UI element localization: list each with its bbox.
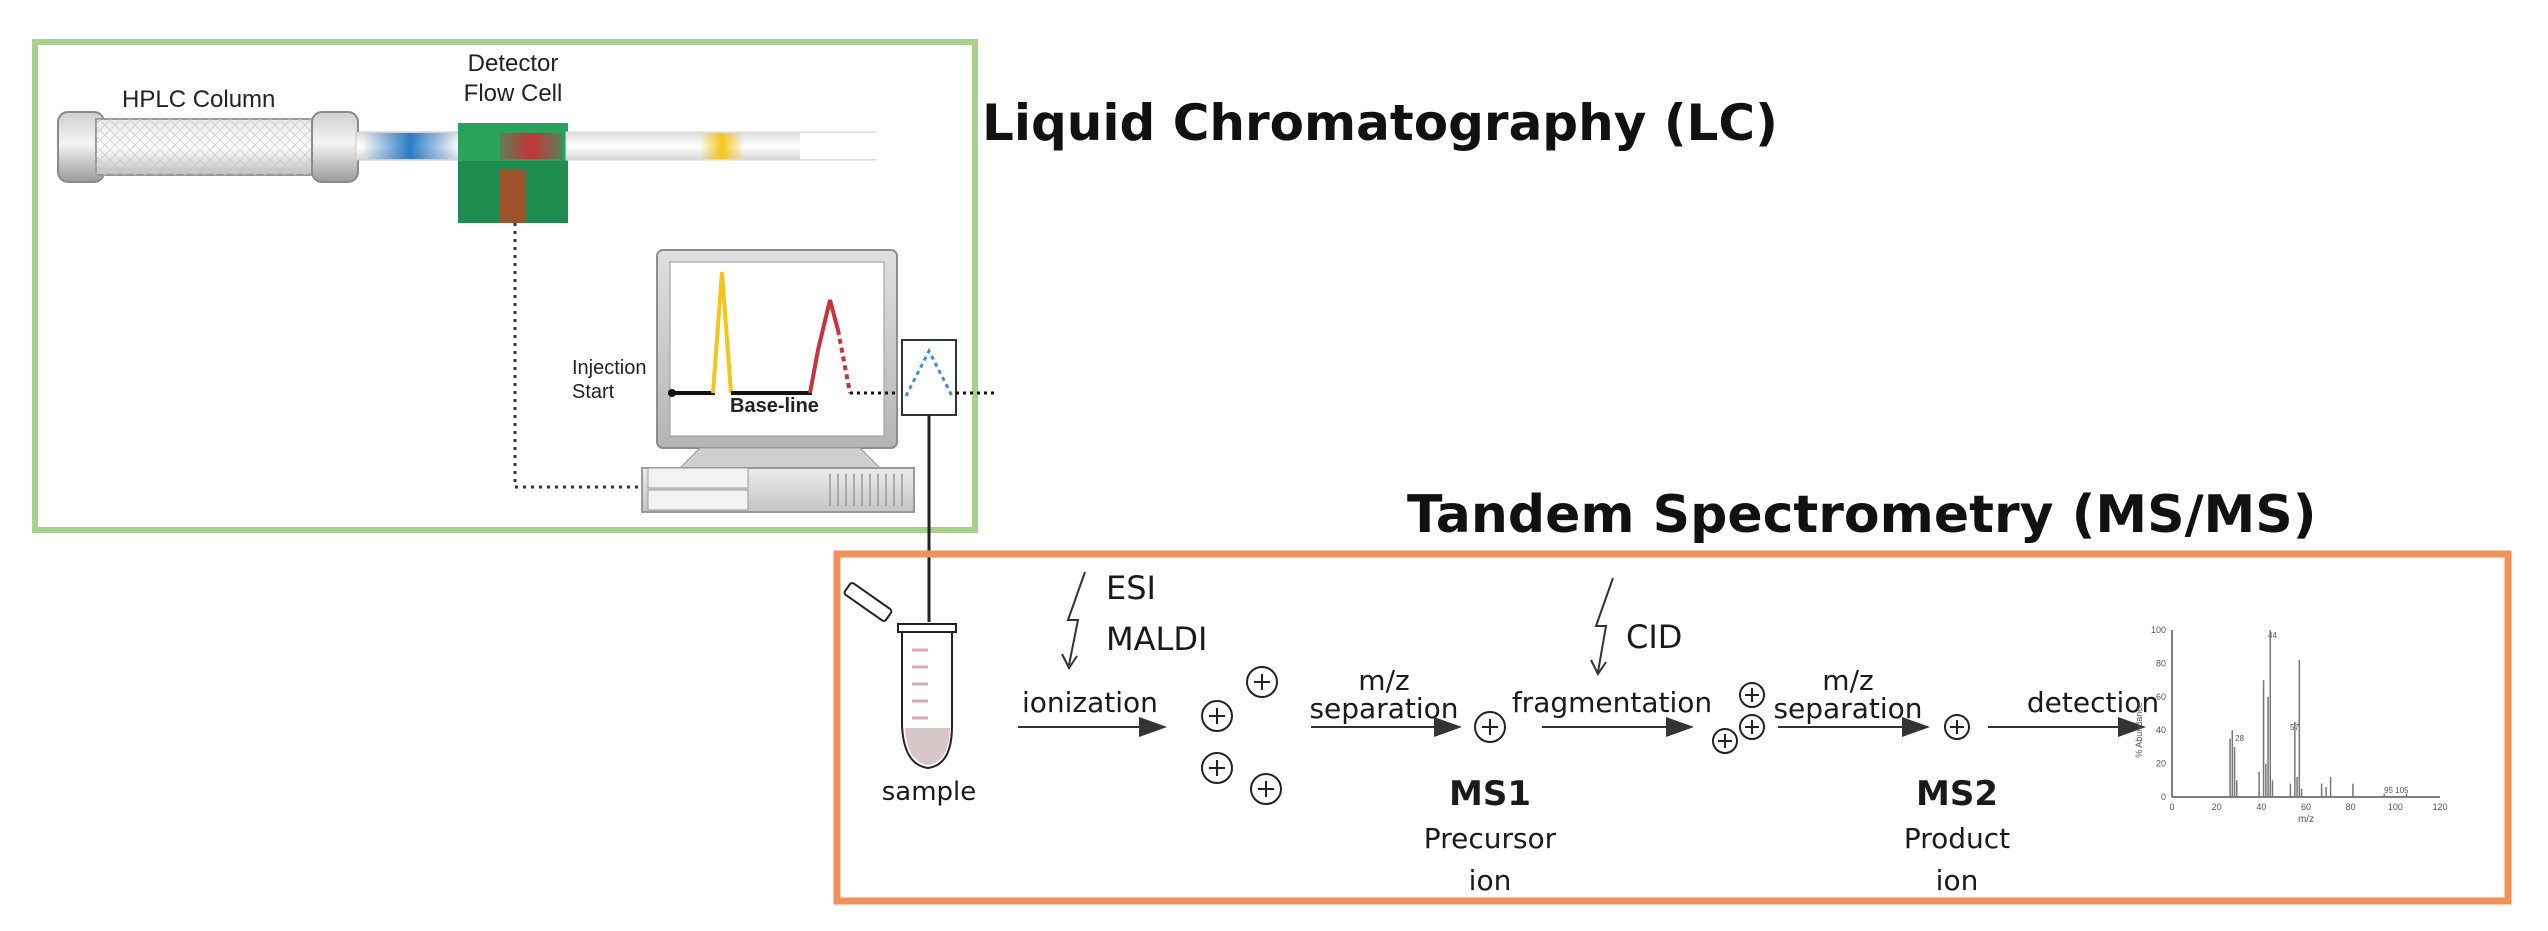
injection-label-line1: Injection (572, 357, 647, 379)
peak-label-95-105: 95 105 (2384, 786, 2409, 795)
spectrum-y-tick: 0 (2161, 792, 2166, 802)
ionization-label: ionization (1022, 686, 1158, 719)
precursor-ion (1474, 711, 1506, 743)
maldi-label: MALDI (1106, 620, 1207, 658)
peak-label-28: 28 (2235, 734, 2244, 743)
spectrum-y-tick: 40 (2156, 725, 2166, 735)
red-band (500, 133, 562, 159)
product-ion (1944, 714, 1970, 740)
mass-spectrum: % Abundance m/z 44 28 57 95 105 02040608… (2134, 625, 2448, 825)
spectrum-x-tick: 120 (2432, 802, 2447, 812)
spectrum-xlabel: m/z (2298, 814, 2314, 825)
detection-label: detection (2027, 686, 2159, 719)
mz-label-2: m/z (1822, 664, 1873, 697)
blue-trace (904, 347, 954, 397)
sample-label: sample (882, 777, 977, 807)
hplc-column-label: HPLC Column (122, 86, 275, 113)
spectrum-x-tick: 40 (2256, 802, 2266, 812)
fragmentation-label: fragmentation (1512, 686, 1712, 719)
fragment-ions (1712, 682, 1765, 754)
spectrum-y-tick: 100 (2151, 625, 2166, 635)
lc-title: Liquid Chromatography (LC) (982, 94, 1778, 152)
spectrum-y-tick: 20 (2156, 759, 2166, 769)
hplc-column (57, 111, 467, 183)
detector-label-line1: Detector (468, 50, 559, 77)
computer (641, 249, 915, 513)
spectrum-x-tick: 0 (2169, 802, 2174, 812)
red-peak (808, 299, 840, 394)
ionization-bolt (1066, 571, 1086, 666)
separation-label-2: separation (1773, 692, 1922, 725)
detector-flow-cell (458, 123, 880, 223)
yellow-peak (711, 271, 733, 394)
detector-signal-line (513, 223, 642, 489)
yellow-band (700, 133, 744, 159)
spectrum-x-tick: 80 (2346, 802, 2356, 812)
spectrum-y-tick: 80 (2156, 658, 2166, 668)
product-ion-label: ion (1936, 864, 1979, 897)
lc-border (32, 39, 978, 533)
spectrum-ylabel: % Abundance (2134, 702, 2144, 758)
ions-cluster (1201, 666, 1282, 805)
mz-label-1: m/z (1358, 664, 1409, 697)
product-label: Product (1904, 822, 2010, 855)
blue-band (362, 133, 458, 159)
separation-label-1: separation (1309, 692, 1458, 725)
cid-bolt (1594, 577, 1614, 673)
spectrum-x-tick: 100 (2388, 802, 2403, 812)
esi-label: ESI (1106, 569, 1156, 607)
injection-label-line2: Start (572, 381, 615, 403)
chromatogram (668, 271, 995, 622)
spectrum-y-tick: 60 (2156, 692, 2166, 702)
msms-border (833, 550, 2512, 905)
peak-label-44: 44 (2268, 631, 2277, 640)
sample-tube (843, 582, 957, 770)
spectrum-x-tick: 60 (2301, 802, 2311, 812)
baseline-label: Base-line (730, 395, 819, 417)
ms1-label: MS1 (1449, 774, 1531, 814)
msms-title: Tandem Spectrometry (MS/MS) (1407, 485, 2317, 545)
ms2-label: MS2 (1916, 774, 1998, 814)
cid-label: CID (1626, 618, 1682, 656)
spectrum-x-tick: 20 (2212, 802, 2222, 812)
detector-label-line2: Flow Cell (464, 80, 563, 107)
precursor-label: Precursor (1424, 822, 1557, 855)
precursor-ion-label: ion (1469, 864, 1512, 897)
